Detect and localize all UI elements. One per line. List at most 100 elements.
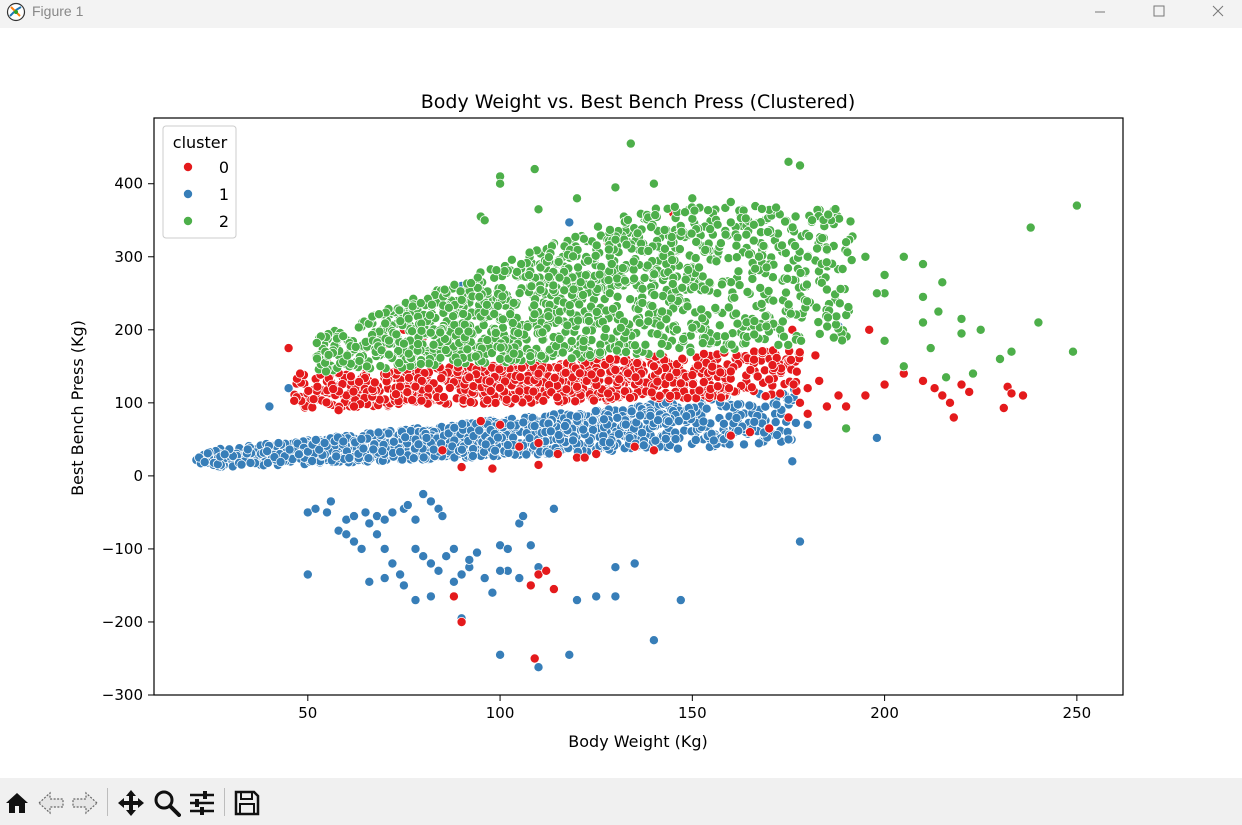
- data-point-cluster-1: [514, 573, 525, 584]
- y-tick-label: −100: [102, 540, 143, 558]
- data-point-cluster-0: [698, 348, 709, 359]
- data-point-cluster-2: [968, 368, 979, 379]
- data-point-cluster-2: [625, 138, 636, 149]
- data-point-cluster-2: [747, 273, 758, 284]
- home-icon: [6, 793, 28, 813]
- configure-subplots-icon: [190, 791, 214, 815]
- data-point-cluster-2: [628, 256, 639, 267]
- data-point-cluster-1: [348, 511, 359, 522]
- data-point-cluster-2: [898, 361, 909, 372]
- data-point-cluster-0: [416, 395, 427, 406]
- data-point-cluster-1: [437, 511, 448, 522]
- data-point-cluster-2: [448, 311, 459, 322]
- back-button[interactable]: [36, 788, 66, 818]
- data-point-cluster-2: [629, 273, 640, 284]
- data-point-cluster-2: [666, 231, 677, 242]
- data-point-cluster-0: [603, 375, 614, 386]
- data-point-cluster-0: [956, 379, 967, 390]
- y-tick-label: 400: [114, 175, 143, 193]
- save-icon: [234, 790, 260, 816]
- data-point-cluster-1: [568, 435, 579, 446]
- data-point-cluster-2: [508, 348, 519, 359]
- home-button[interactable]: [2, 788, 32, 818]
- forward-button[interactable]: [70, 788, 100, 818]
- data-point-cluster-2: [785, 308, 796, 319]
- data-point-cluster-2: [439, 284, 450, 295]
- data-point-cluster-2: [554, 272, 565, 283]
- data-point-cluster-2: [603, 275, 614, 286]
- data-point-cluster-2: [575, 277, 586, 288]
- chart-title: Body Weight vs. Best Bench Press (Cluste…: [421, 91, 856, 113]
- minimize-icon: [1095, 11, 1105, 13]
- configure-subplots-button[interactable]: [187, 788, 217, 818]
- data-point-cluster-0: [574, 368, 585, 379]
- data-point-cluster-0: [879, 379, 890, 390]
- data-point-cluster-2: [625, 294, 636, 305]
- data-point-cluster-2: [495, 353, 506, 364]
- data-point-cluster-2: [918, 259, 929, 270]
- data-point-cluster-2: [529, 300, 540, 311]
- data-point-cluster-2: [383, 335, 394, 346]
- data-point-cluster-2: [514, 288, 525, 299]
- x-tick-label: 50: [298, 704, 317, 722]
- zoom-button[interactable]: [152, 788, 182, 818]
- data-point-cluster-2: [655, 348, 666, 359]
- data-point-cluster-0: [821, 401, 832, 412]
- data-point-cluster-2: [694, 262, 705, 273]
- data-point-cluster-1: [578, 424, 589, 435]
- data-point-cluster-2: [648, 178, 659, 189]
- data-point-cluster-2: [731, 240, 742, 251]
- data-point-cluster-2: [667, 278, 678, 289]
- data-point-cluster-2: [595, 347, 606, 358]
- data-point-cluster-2: [756, 203, 767, 214]
- data-point-cluster-2: [605, 224, 616, 235]
- save-button[interactable]: [232, 788, 262, 818]
- data-point-cluster-2: [687, 213, 698, 224]
- data-point-cluster-0: [465, 397, 476, 408]
- data-point-cluster-0: [603, 388, 614, 399]
- data-point-cluster-2: [729, 292, 740, 303]
- data-point-cluster-1: [449, 422, 460, 433]
- data-point-cluster-2: [843, 302, 854, 313]
- y-axis-ticks: −300 −200 −100 0 100 200 300 400: [102, 175, 154, 704]
- data-point-cluster-0: [588, 395, 599, 406]
- data-point-cluster-1: [202, 448, 213, 459]
- data-point-cluster-2: [683, 264, 694, 275]
- legend: cluster 0 1 2: [162, 125, 237, 239]
- data-point-cluster-1: [525, 540, 536, 551]
- data-point-cluster-1: [408, 453, 419, 464]
- zoom-icon: [154, 790, 181, 817]
- data-point-cluster-2: [726, 339, 737, 350]
- data-point-cluster-0: [552, 448, 563, 459]
- data-point-cluster-0: [725, 430, 736, 441]
- data-point-cluster-1: [502, 543, 513, 554]
- scatter-chart: Body Weight vs. Best Bench Press (Cluste…: [68, 91, 1124, 751]
- minimize-button[interactable]: [1080, 0, 1120, 22]
- figure-canvas[interactable]: Body Weight vs. Best Bench Press (Cluste…: [0, 28, 1242, 778]
- data-point-cluster-0: [533, 368, 544, 379]
- data-point-cluster-1: [410, 543, 421, 554]
- data-point-cluster-2: [465, 278, 476, 289]
- data-point-cluster-0: [548, 584, 559, 595]
- data-point-cluster-2: [415, 358, 426, 369]
- data-point-cluster-2: [585, 279, 596, 290]
- data-point-cluster-1: [613, 429, 624, 440]
- data-point-cluster-2: [620, 275, 631, 286]
- data-point-cluster-0: [295, 368, 306, 379]
- data-point-cluster-0: [528, 386, 539, 397]
- forward-arrow-icon: [72, 791, 98, 815]
- data-point-cluster-2: [572, 193, 583, 204]
- close-button[interactable]: [1198, 0, 1238, 22]
- maximize-button[interactable]: [1139, 0, 1179, 22]
- data-point-cluster-2: [691, 236, 702, 247]
- data-point-cluster-2: [463, 326, 474, 337]
- data-point-cluster-2: [795, 267, 806, 278]
- data-point-cluster-2: [406, 326, 417, 337]
- data-point-cluster-0: [552, 392, 563, 403]
- data-point-cluster-1: [456, 444, 467, 455]
- data-point-cluster-2: [777, 240, 788, 251]
- data-point-cluster-2: [676, 226, 687, 237]
- pan-button[interactable]: [116, 788, 146, 818]
- data-point-cluster-2: [773, 339, 784, 350]
- data-point-cluster-2: [781, 287, 792, 298]
